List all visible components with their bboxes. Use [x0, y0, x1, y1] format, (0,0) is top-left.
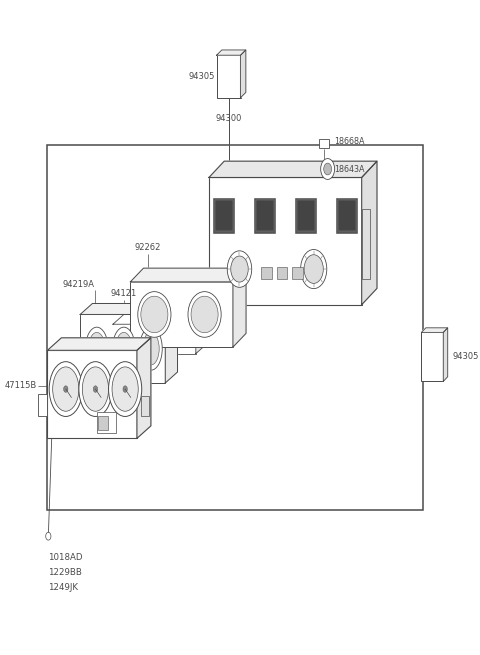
- Bar: [38, 394, 48, 417]
- Polygon shape: [362, 161, 377, 305]
- Bar: [292, 267, 303, 279]
- Ellipse shape: [300, 250, 327, 289]
- Polygon shape: [48, 338, 151, 350]
- Bar: [421, 332, 444, 381]
- Polygon shape: [196, 314, 207, 354]
- Text: 18643A: 18643A: [334, 164, 365, 174]
- Ellipse shape: [321, 159, 335, 179]
- Polygon shape: [216, 50, 246, 55]
- Text: 92262: 92262: [135, 243, 161, 252]
- Ellipse shape: [49, 362, 83, 417]
- Polygon shape: [421, 328, 448, 332]
- Bar: [297, 200, 315, 231]
- Polygon shape: [240, 50, 246, 98]
- Ellipse shape: [108, 362, 142, 417]
- Ellipse shape: [88, 332, 105, 365]
- Polygon shape: [137, 338, 151, 438]
- Ellipse shape: [93, 386, 97, 392]
- Bar: [96, 412, 116, 433]
- Bar: [98, 415, 108, 430]
- Ellipse shape: [143, 332, 159, 365]
- Bar: [80, 314, 165, 383]
- Text: 18668A: 18668A: [334, 137, 365, 146]
- Polygon shape: [165, 303, 178, 383]
- Polygon shape: [113, 314, 207, 324]
- Bar: [113, 324, 196, 354]
- Ellipse shape: [304, 255, 324, 284]
- Ellipse shape: [141, 296, 168, 333]
- Ellipse shape: [85, 328, 108, 370]
- Bar: [319, 139, 328, 148]
- Text: 94219A: 94219A: [62, 280, 94, 289]
- Text: 47115B: 47115B: [4, 381, 36, 390]
- Text: 1249JK: 1249JK: [48, 582, 78, 591]
- Bar: [131, 282, 233, 347]
- Ellipse shape: [191, 296, 218, 333]
- Polygon shape: [444, 328, 448, 381]
- Bar: [276, 267, 288, 279]
- Bar: [213, 198, 234, 233]
- Bar: [295, 198, 316, 233]
- Text: 1018AD: 1018AD: [48, 553, 83, 561]
- Text: 94305: 94305: [452, 352, 479, 362]
- Bar: [209, 178, 362, 305]
- Bar: [254, 198, 275, 233]
- Text: 94121: 94121: [111, 289, 137, 298]
- Ellipse shape: [83, 367, 108, 411]
- Polygon shape: [209, 161, 377, 178]
- Text: 94305: 94305: [188, 72, 215, 81]
- Ellipse shape: [138, 291, 171, 337]
- Text: 1229BB: 1229BB: [48, 567, 82, 576]
- Ellipse shape: [227, 251, 252, 288]
- Ellipse shape: [79, 362, 112, 417]
- Ellipse shape: [112, 328, 135, 370]
- Ellipse shape: [324, 163, 332, 175]
- Bar: [216, 55, 240, 98]
- Bar: [338, 200, 356, 231]
- Polygon shape: [233, 268, 246, 347]
- Ellipse shape: [123, 386, 127, 392]
- Bar: [336, 198, 357, 233]
- Ellipse shape: [231, 256, 248, 282]
- Polygon shape: [80, 303, 178, 314]
- Bar: [141, 396, 149, 416]
- Ellipse shape: [116, 332, 132, 365]
- Bar: [362, 210, 370, 279]
- Bar: [256, 200, 274, 231]
- Ellipse shape: [188, 291, 221, 337]
- Ellipse shape: [112, 367, 138, 411]
- Ellipse shape: [63, 386, 68, 392]
- Bar: [215, 200, 233, 231]
- Ellipse shape: [140, 328, 162, 370]
- Bar: [48, 350, 137, 438]
- Text: 94300: 94300: [216, 114, 242, 123]
- Bar: [48, 145, 423, 510]
- Polygon shape: [131, 268, 246, 282]
- Ellipse shape: [53, 367, 79, 411]
- Ellipse shape: [46, 533, 51, 540]
- Bar: [261, 267, 272, 279]
